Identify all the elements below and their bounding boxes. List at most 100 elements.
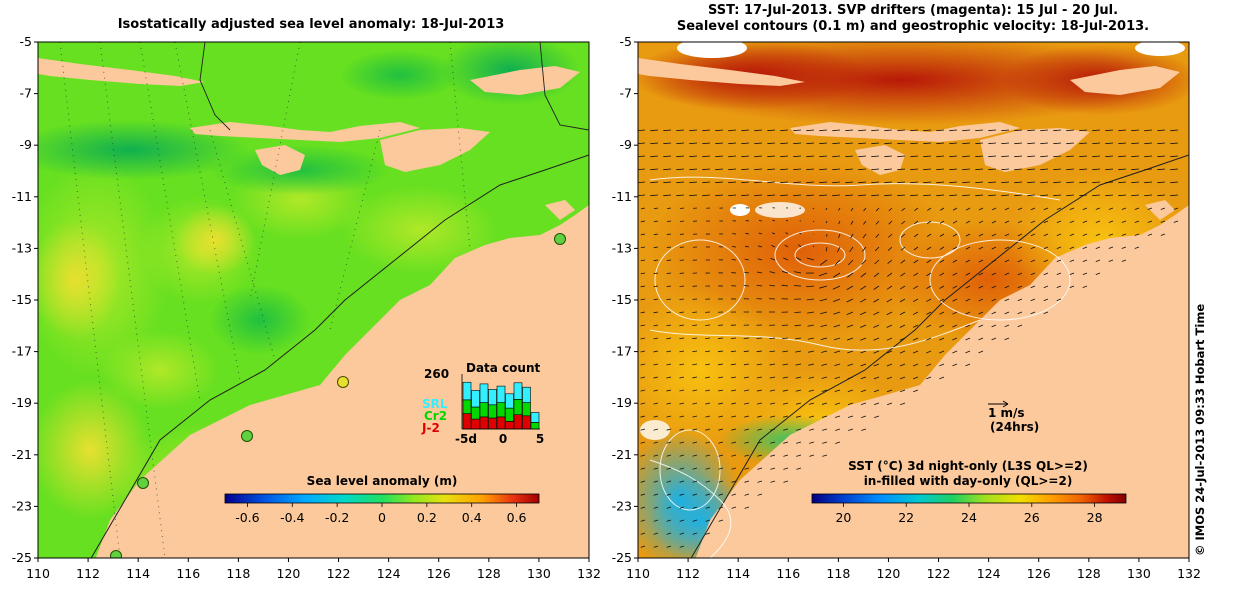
y-tick-label: -17 — [12, 344, 32, 359]
colorbar-tick-label: 20 — [835, 510, 851, 525]
sst-colorbar-ramp — [811, 493, 1127, 504]
colorbar-tick-label: 0.6 — [507, 510, 527, 525]
x-tick-label: 114 — [726, 566, 750, 581]
y-tick-label: -21 — [612, 447, 632, 462]
sla-colorbar-label: Sea level anomaly (m) — [307, 474, 458, 488]
y-tick-label: -21 — [12, 447, 32, 462]
data-count-inset: Data count 260 SRL Cr2 J-2 -5d 0 5 — [421, 361, 544, 446]
inset-series-j2: J-2 — [421, 421, 440, 435]
scale-arrow-label: 1 m/s — [988, 406, 1025, 420]
inset-bar — [462, 381, 472, 401]
inset-series-srl: SRL — [422, 397, 448, 411]
x-tick-label: 120 — [877, 566, 901, 581]
inset-max-label: 260 — [424, 367, 449, 381]
x-tick-label: 112 — [76, 566, 100, 581]
inset-xtick: 0 — [499, 432, 507, 446]
colorbar-tick-label: 28 — [1087, 510, 1103, 525]
inset-bar — [496, 385, 506, 403]
tide-gauge-marker — [110, 550, 122, 558]
y-tick-label: -11 — [612, 189, 632, 204]
inset-bar — [513, 398, 523, 415]
y-tick-label: -19 — [612, 395, 632, 410]
inset-bar — [505, 393, 514, 409]
y-tick-label: -5 — [620, 34, 632, 49]
sst-colorbar: SST (°C) 3d night-only (L3S QL>=2) in-fi… — [811, 459, 1127, 525]
colorbar-tick-label: -0.2 — [325, 510, 349, 525]
right-axes: 110 112 114 116 118 120 122 124 126 128 130 132 -5 -7… — [612, 34, 1201, 581]
y-tick-label: -15 — [612, 292, 632, 307]
inset-bar — [488, 417, 497, 430]
x-tick-label: 132 — [1177, 566, 1201, 581]
y-tick-label: -19 — [12, 395, 32, 410]
inset-bar — [513, 414, 523, 430]
inset-bar — [488, 404, 497, 419]
y-tick-label: -23 — [12, 498, 32, 513]
x-tick-label: 126 — [1027, 566, 1051, 581]
sla-colorbar: Sea level anomaly (m) -0.6 -0.4 -0.2 0 0.2 0.… — [224, 474, 540, 525]
left-axes: 110 112 114 116 118 120 122 124 126 128 130 132 -5 -7… — [12, 34, 601, 581]
inset-title: Data count — [466, 361, 541, 375]
y-tick-label: -7 — [620, 86, 632, 101]
x-tick-label: 132 — [577, 566, 601, 581]
colorbar-tick-label: 26 — [1024, 510, 1040, 525]
inset-bar — [462, 413, 472, 430]
colorbar-tick-label: 0.2 — [417, 510, 437, 525]
x-tick-label: 116 — [776, 566, 800, 581]
inset-bar — [479, 416, 489, 430]
x-tick-label: 120 — [277, 566, 301, 581]
inset-xtick: -5d — [455, 432, 477, 446]
sla-map — [38, 42, 589, 558]
x-tick-label: 128 — [477, 566, 501, 581]
sst-colorbar-label-2: in-filled with day-only (QL>=2) — [864, 474, 1073, 488]
x-tick-label: 110 — [26, 566, 50, 581]
inset-bar — [505, 407, 514, 422]
x-tick-label: 126 — [427, 566, 451, 581]
colorbar-tick-label: 0 — [378, 510, 386, 525]
x-tick-label: 128 — [1077, 566, 1101, 581]
colorbar-tick-label: 22 — [898, 510, 914, 525]
x-tick-label: 114 — [126, 566, 150, 581]
sst-map — [638, 42, 1189, 558]
inset-bar — [471, 390, 480, 408]
y-tick-label: -13 — [612, 240, 632, 255]
y-tick-label: -17 — [612, 344, 632, 359]
y-tick-label: -9 — [20, 137, 33, 152]
colorbar-tick-label: -0.6 — [235, 510, 259, 525]
inset-bar — [471, 406, 480, 420]
inset-bars — [462, 381, 540, 430]
inset-bar — [479, 402, 489, 418]
credit-text: © IMOS 24-Jul-2013 09:33 Hobart Time — [1193, 304, 1207, 556]
x-tick-label: 130 — [1127, 566, 1151, 581]
x-tick-label: 112 — [676, 566, 700, 581]
colorbar-tick-label: 24 — [961, 510, 977, 525]
x-tick-label: 116 — [176, 566, 200, 581]
x-tick-label: 122 — [327, 566, 351, 581]
inset-bar — [479, 383, 489, 403]
inset-bar — [505, 420, 514, 430]
y-tick-label: -15 — [12, 292, 32, 307]
tide-gauge-marker — [337, 376, 349, 388]
colorbar-tick-label: 0.4 — [462, 510, 482, 525]
inset-bar — [530, 412, 540, 423]
y-tick-label: -9 — [620, 137, 633, 152]
velocity-scale: 1 m/s (24hrs) — [988, 400, 1039, 434]
inset-bar — [496, 416, 506, 430]
y-tick-label: -25 — [612, 550, 632, 565]
x-tick-label: 130 — [527, 566, 551, 581]
australia-land — [638, 205, 1189, 558]
left-title: Isostatically adjusted sea level anomaly… — [118, 17, 505, 32]
y-tick-label: -13 — [12, 240, 32, 255]
sst-colorbar-label-1: SST (°C) 3d night-only (L3S QL>=2) — [848, 459, 1088, 473]
inset-bar — [530, 422, 540, 430]
scale-arrow-sublabel: (24hrs) — [990, 420, 1039, 434]
inset-bar — [513, 382, 523, 400]
y-tick-label: -7 — [20, 86, 32, 101]
inset-series-cr2: Cr2 — [424, 409, 447, 423]
right-title-line1: SST: 17-Jul-2013. SVP drifters (magenta)… — [708, 3, 1118, 18]
x-tick-label: 124 — [377, 566, 401, 581]
inset-bar — [471, 418, 480, 430]
x-tick-label: 122 — [927, 566, 951, 581]
inset-bar — [496, 402, 506, 418]
y-tick-label: -11 — [12, 189, 32, 204]
